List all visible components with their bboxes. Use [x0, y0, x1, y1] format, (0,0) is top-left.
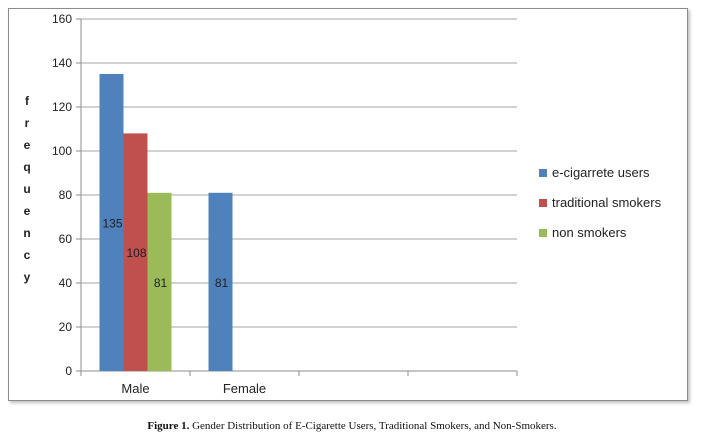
legend-label: traditional smokers: [552, 195, 662, 210]
y-tick-label: 80: [59, 188, 73, 202]
figure-caption: Figure 1. Gender Distribution of E-Cigar…: [0, 420, 704, 432]
y-tick-label: 20: [59, 320, 73, 334]
y-tick-label: 120: [52, 100, 72, 114]
data-label: 81: [215, 276, 229, 290]
y-axis-label-letter: r: [25, 116, 30, 130]
y-axis-label-letter: n: [23, 226, 30, 240]
legend-label: e-cigarrete users: [552, 165, 650, 180]
chart-frame: 0 20 40 60 80 100 120 140 160 135 108 81 Male 81 Femal…: [8, 8, 688, 401]
legend-swatch: [539, 199, 547, 207]
x-tick-label: Female: [223, 381, 266, 396]
y-tick-label: 140: [52, 56, 72, 70]
y-tick-label: 0: [65, 364, 72, 378]
bar: [123, 133, 148, 371]
y-axis-label-letter: c: [24, 248, 31, 262]
y-tick-label: 160: [52, 12, 72, 26]
y-axis-label-letter: e: [24, 204, 31, 218]
legend-swatch: [539, 229, 547, 237]
bar-chart: 0 20 40 60 80 100 120 140 160 135 108 81 Male 81 Femal…: [23, 12, 662, 396]
data-label: 81: [154, 276, 168, 290]
y-axis-label-letter: y: [24, 270, 31, 284]
bar: [99, 74, 124, 371]
bar: [208, 192, 233, 371]
x-tick-label: Male: [121, 381, 149, 396]
data-label: 108: [126, 246, 146, 260]
y-axis-label-letter: q: [23, 160, 30, 174]
figure-caption-text: Gender Distribution of E-Cigarette Users…: [189, 420, 557, 432]
y-axis-label-letter: u: [23, 182, 30, 196]
bar: [147, 192, 172, 371]
data-label: 135: [102, 217, 122, 231]
y-tick-label: 100: [52, 144, 72, 158]
y-axis-label-letter: f: [25, 94, 30, 108]
y-axis-label-letter: e: [24, 138, 31, 152]
legend-label: non smokers: [552, 225, 627, 240]
figure-label: Figure 1.: [147, 420, 190, 432]
y-tick-label: 40: [59, 276, 73, 290]
legend-swatch: [539, 169, 547, 177]
y-tick-label: 60: [59, 232, 73, 246]
